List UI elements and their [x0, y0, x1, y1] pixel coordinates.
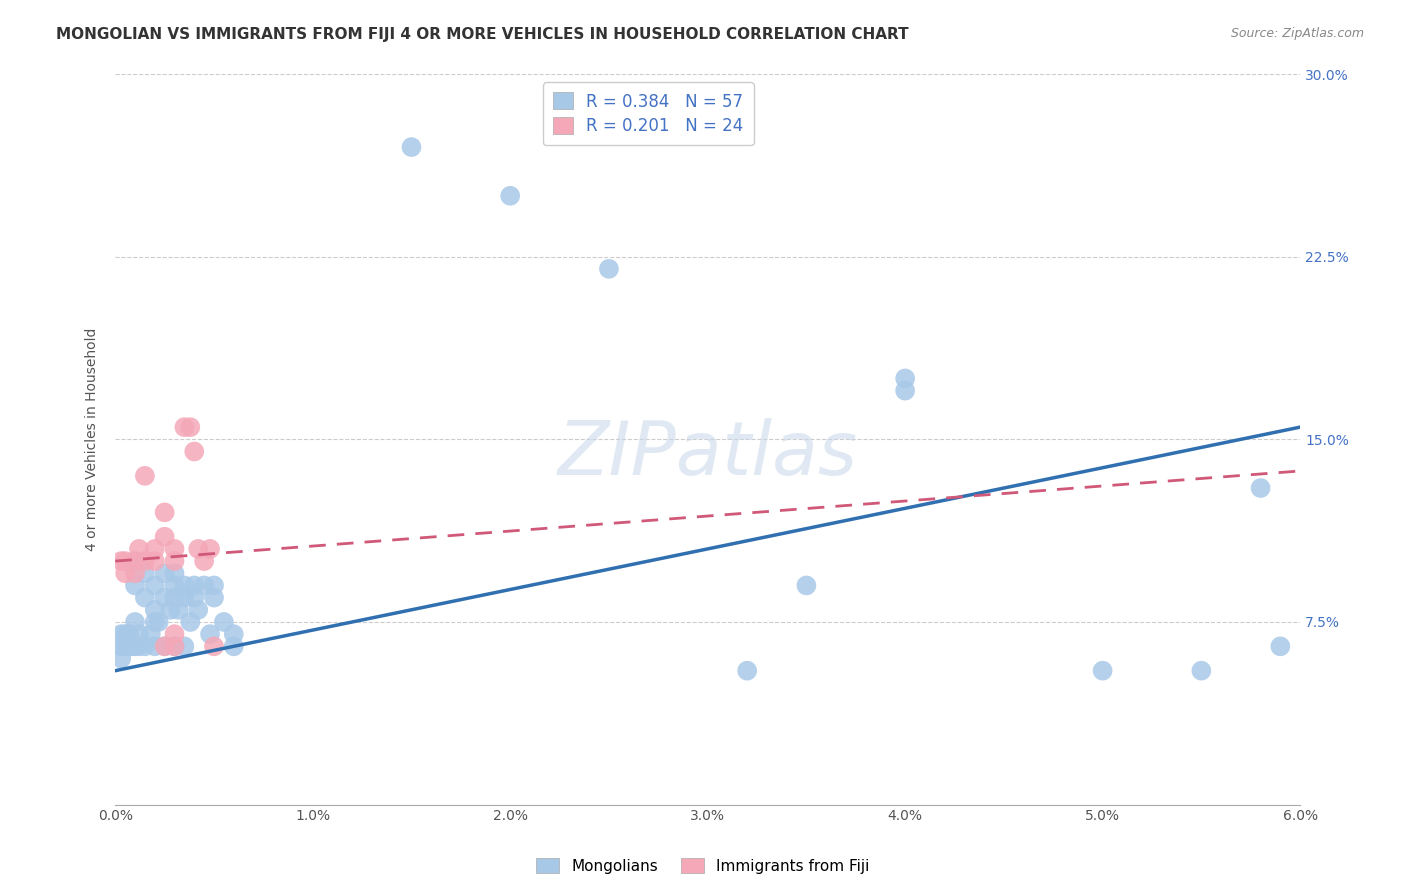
Point	[163, 541, 186, 556]
Point	[222, 627, 245, 641]
Point	[134, 566, 156, 581]
Point	[118, 627, 141, 641]
Point	[143, 603, 166, 617]
Point	[143, 615, 166, 629]
Point	[179, 420, 201, 434]
Point	[134, 468, 156, 483]
Point	[153, 530, 176, 544]
Point	[118, 640, 141, 654]
Point	[202, 578, 225, 592]
Text: Source: ZipAtlas.com: Source: ZipAtlas.com	[1230, 27, 1364, 40]
Point	[187, 541, 209, 556]
Point	[143, 640, 166, 654]
Point	[894, 371, 917, 385]
Point	[124, 640, 146, 654]
Point	[179, 615, 201, 629]
Point	[110, 554, 132, 568]
Point	[173, 578, 195, 592]
Point	[1250, 481, 1272, 495]
Point	[173, 640, 195, 654]
Point	[167, 603, 190, 617]
Point	[114, 566, 136, 581]
Point	[153, 640, 176, 654]
Point	[134, 591, 156, 605]
Point	[139, 627, 162, 641]
Point	[143, 578, 166, 592]
Point	[163, 554, 186, 568]
Point	[222, 640, 245, 654]
Text: ZIPatlas: ZIPatlas	[558, 418, 858, 490]
Point	[212, 615, 235, 629]
Point	[401, 140, 423, 154]
Point	[202, 591, 225, 605]
Point	[134, 554, 156, 568]
Point	[153, 566, 176, 581]
Point	[183, 578, 205, 592]
Point	[1091, 664, 1114, 678]
Point	[114, 554, 136, 568]
Point	[124, 578, 146, 592]
Point	[128, 541, 150, 556]
Point	[153, 505, 176, 519]
Point	[153, 640, 176, 654]
Point	[202, 640, 225, 654]
Point	[159, 603, 181, 617]
Point	[163, 640, 186, 654]
Point	[163, 640, 186, 654]
Point	[1270, 640, 1292, 654]
Point	[128, 627, 150, 641]
Point	[110, 640, 132, 654]
Point	[163, 627, 186, 641]
Point	[198, 627, 221, 641]
Point	[134, 640, 156, 654]
Point	[114, 627, 136, 641]
Point	[163, 578, 186, 592]
Point	[128, 640, 150, 654]
Point	[143, 541, 166, 556]
Y-axis label: 4 or more Vehicles in Household: 4 or more Vehicles in Household	[86, 327, 100, 551]
Point	[114, 640, 136, 654]
Point	[193, 578, 215, 592]
Point	[124, 554, 146, 568]
Text: MONGOLIAN VS IMMIGRANTS FROM FIJI 4 OR MORE VEHICLES IN HOUSEHOLD CORRELATION CH: MONGOLIAN VS IMMIGRANTS FROM FIJI 4 OR M…	[56, 27, 908, 42]
Point	[796, 578, 818, 592]
Point	[120, 640, 142, 654]
Point	[735, 664, 758, 678]
Point	[598, 261, 620, 276]
Point	[183, 591, 205, 605]
Point	[143, 554, 166, 568]
Point	[124, 566, 146, 581]
Point	[173, 420, 195, 434]
Legend: R = 0.384   N = 57, R = 0.201   N = 24: R = 0.384 N = 57, R = 0.201 N = 24	[543, 82, 754, 145]
Point	[153, 591, 176, 605]
Point	[894, 384, 917, 398]
Point	[163, 566, 186, 581]
Legend: Mongolians, Immigrants from Fiji: Mongolians, Immigrants from Fiji	[530, 852, 876, 880]
Point	[193, 554, 215, 568]
Point	[148, 615, 170, 629]
Point	[1189, 664, 1212, 678]
Point	[163, 591, 186, 605]
Point	[198, 541, 221, 556]
Point	[110, 651, 132, 665]
Point	[183, 444, 205, 458]
Point	[187, 603, 209, 617]
Point	[124, 615, 146, 629]
Point	[173, 591, 195, 605]
Point	[124, 554, 146, 568]
Point	[110, 627, 132, 641]
Point	[499, 188, 522, 202]
